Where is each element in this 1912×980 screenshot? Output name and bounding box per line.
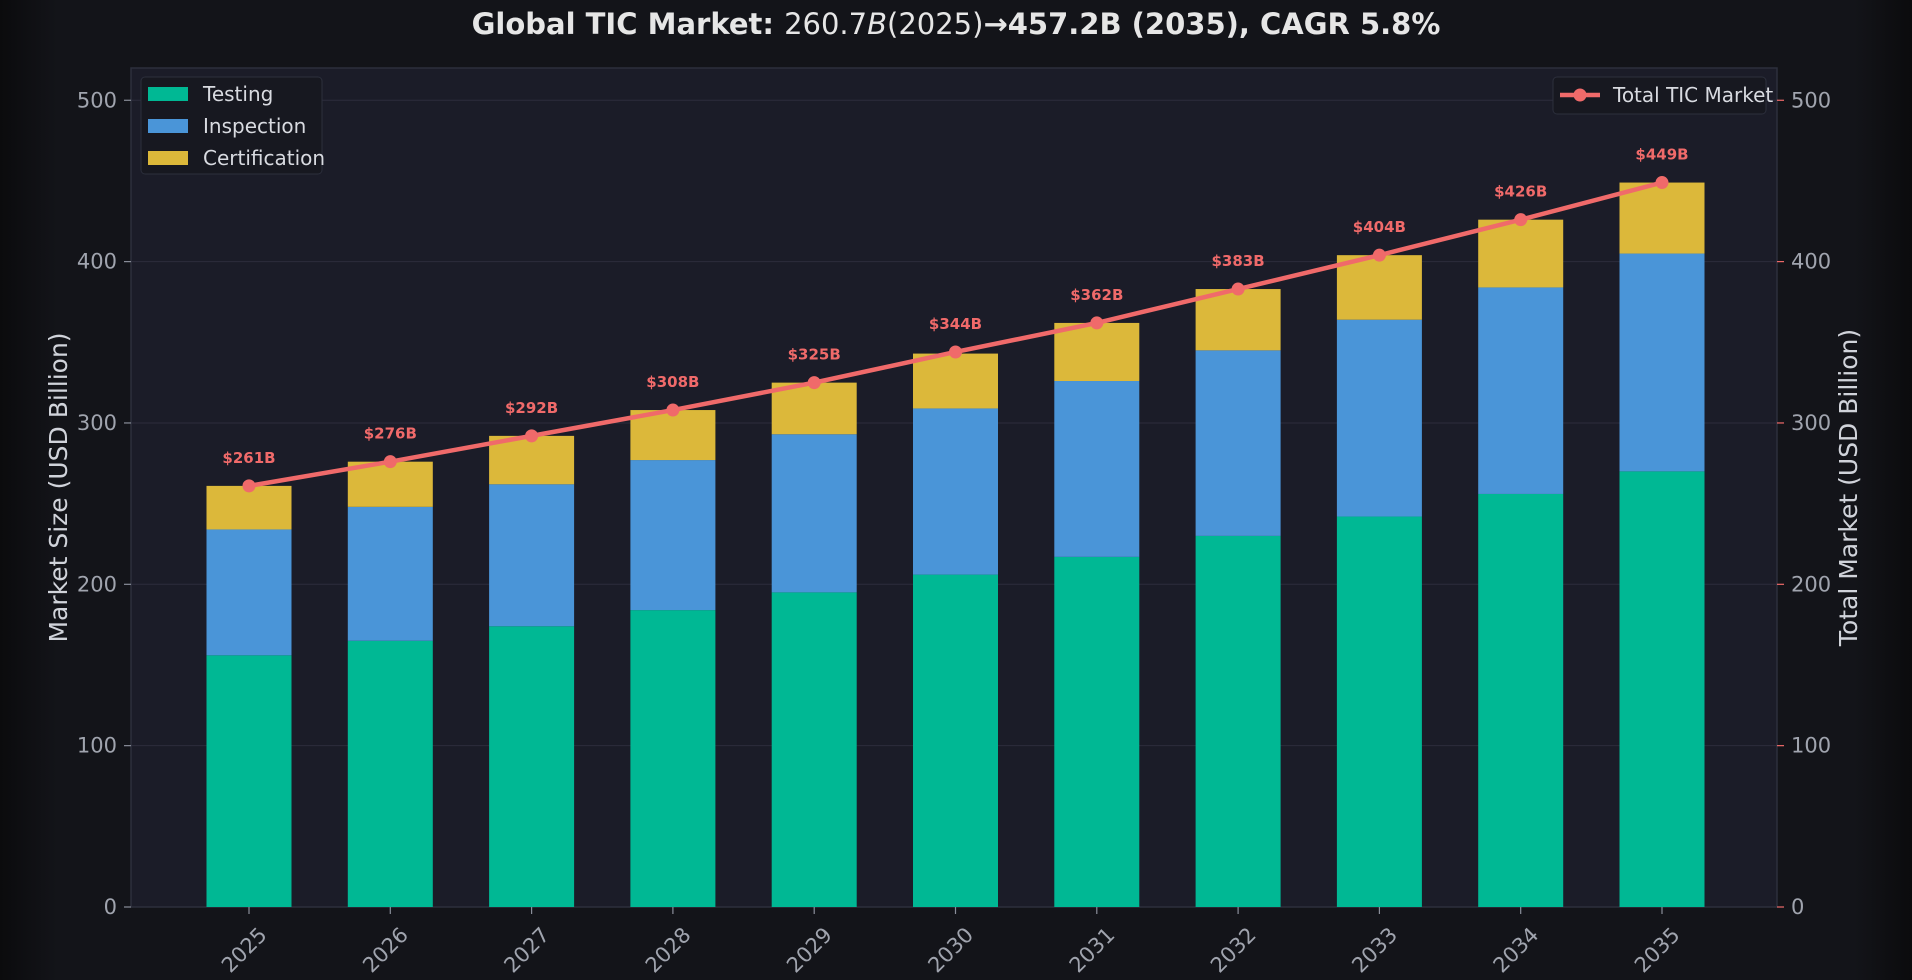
bar-inspection-2029 xyxy=(771,434,857,593)
value-label-2030: $344B xyxy=(929,315,982,333)
total-point-2031 xyxy=(1090,316,1104,330)
bar-testing-2034 xyxy=(1478,493,1564,907)
y-tick-label: 200 xyxy=(77,572,117,596)
bar-testing-2026 xyxy=(347,640,433,907)
bar-inspection-2025 xyxy=(206,529,292,656)
total-point-2029 xyxy=(807,376,821,390)
value-label-2027: $292B xyxy=(505,399,558,417)
y2-tick-label: 400 xyxy=(1791,250,1831,274)
value-label-2029: $325B xyxy=(788,346,841,364)
y-tick-label: 400 xyxy=(77,250,117,274)
bar-inspection-2028 xyxy=(630,460,716,611)
bar-certification-2032 xyxy=(1195,289,1281,351)
title-part: Global TIC Market: xyxy=(472,7,784,41)
total-point-2035 xyxy=(1655,176,1669,190)
bar-inspection-2026 xyxy=(347,506,433,641)
bar-testing-2029 xyxy=(771,592,857,907)
bar-certification-2030 xyxy=(913,353,998,409)
bar-inspection-2027 xyxy=(489,484,575,627)
total-point-2033 xyxy=(1372,248,1386,262)
bar-certification-2031 xyxy=(1054,322,1140,382)
bar-certification-2035 xyxy=(1619,182,1705,254)
bar-certification-2033 xyxy=(1336,255,1422,320)
bar-certification-2034 xyxy=(1478,219,1564,288)
bar-inspection-2030 xyxy=(913,408,998,575)
bar-testing-2027 xyxy=(489,626,575,907)
legend-left: Testing Inspection Certification xyxy=(140,76,325,175)
legend-label-inspection: Inspection xyxy=(203,114,306,138)
value-label-2033: $404B xyxy=(1353,218,1406,236)
value-label-2025: $261B xyxy=(222,449,275,467)
y-tick-label: 0 xyxy=(104,895,117,919)
bar-certification-2025 xyxy=(206,485,292,530)
y-tick-label: 100 xyxy=(77,734,117,758)
title-part: B xyxy=(867,7,887,41)
y-tick-label: 300 xyxy=(77,411,117,435)
bar-certification-2028 xyxy=(630,410,716,461)
title-part: (2025) xyxy=(887,7,983,41)
total-point-2025 xyxy=(242,479,256,493)
total-point-2034 xyxy=(1514,213,1528,227)
legend-line-marker xyxy=(1573,88,1587,102)
y2-tick-label: 200 xyxy=(1791,572,1831,596)
value-labels: $261B $276B $292B $308B $325B $344B $362B $383B… xyxy=(222,146,1688,467)
total-line xyxy=(242,176,1669,493)
bar-testing-2030 xyxy=(913,574,998,907)
bar-stacks xyxy=(206,182,1705,907)
bar-certification-2029 xyxy=(771,382,857,435)
legend-swatch-inspection xyxy=(148,119,188,133)
bar-testing-2028 xyxy=(630,610,716,907)
bar-testing-2033 xyxy=(1336,516,1422,907)
bar-testing-2032 xyxy=(1195,535,1281,907)
bar-testing-2031 xyxy=(1054,556,1140,907)
y2-axis-title: Total Market (USD Billion) xyxy=(1834,329,1863,647)
legend-swatch-testing xyxy=(148,87,188,101)
value-label-2026: $276B xyxy=(364,425,417,443)
title-part: →457.2B (2035), CAGR 5.8% xyxy=(983,7,1440,41)
y-tick-label: 500 xyxy=(77,88,117,112)
total-point-2027 xyxy=(525,429,539,443)
legend-left-box xyxy=(140,76,323,175)
bar-certification-2026 xyxy=(347,461,433,507)
total-point-2030 xyxy=(949,345,962,359)
total-point-2032 xyxy=(1231,282,1245,296)
y2-tick-label: 500 xyxy=(1791,88,1831,112)
y2-tick-label: 100 xyxy=(1791,734,1831,758)
bar-inspection-2034 xyxy=(1478,287,1564,494)
legend-swatch-certification xyxy=(148,151,188,165)
bar-testing-2025 xyxy=(206,655,292,907)
legend-right-box xyxy=(1552,76,1767,115)
legend-label-total: Total TIC Market xyxy=(1612,83,1773,107)
bar-certification-2027 xyxy=(489,435,575,485)
legend-label-testing: Testing xyxy=(202,82,273,106)
title-part: 260.7 xyxy=(784,7,867,41)
bar-inspection-2032 xyxy=(1195,350,1281,536)
value-label-2032: $383B xyxy=(1212,252,1265,270)
chart-title: Global TIC Market: 260.7B(2025)→457.2B (… xyxy=(472,7,1441,41)
y-axis-title: Market Size (USD Billion) xyxy=(44,332,73,642)
value-label-2035: $449B xyxy=(1635,146,1688,164)
legend-label-certification: Certification xyxy=(203,146,325,170)
legend-right: Total TIC Market xyxy=(1552,76,1773,115)
y2-tick-label: 300 xyxy=(1791,411,1831,435)
total-point-2028 xyxy=(666,403,680,417)
bar-inspection-2035 xyxy=(1619,253,1705,472)
bar-inspection-2031 xyxy=(1054,381,1140,557)
value-label-2028: $308B xyxy=(646,373,699,391)
y2-tick-label: 0 xyxy=(1791,895,1804,919)
value-label-2031: $362B xyxy=(1070,286,1123,304)
bar-inspection-2033 xyxy=(1336,319,1422,517)
total-point-2026 xyxy=(383,455,397,469)
bar-testing-2035 xyxy=(1619,471,1705,907)
value-label-2034: $426B xyxy=(1494,183,1547,201)
